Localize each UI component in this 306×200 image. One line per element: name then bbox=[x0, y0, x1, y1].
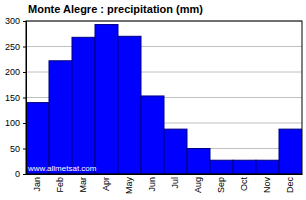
y-tick-label: 300 bbox=[5, 16, 20, 26]
y-tick-mark bbox=[23, 98, 26, 99]
y-tick-label: 200 bbox=[5, 67, 20, 77]
y-tick: 300 bbox=[5, 16, 26, 26]
chart: 0 50 100 150 200 250 300 Jan Feb Mar Apr May Jun Jul A… bbox=[0, 0, 306, 200]
x-tick-label: Jul bbox=[170, 177, 180, 189]
y-tick-mark bbox=[23, 174, 26, 175]
x-tick-label: Jun bbox=[147, 177, 157, 192]
y-tick-label: 0 bbox=[15, 169, 20, 179]
y-axis-line bbox=[23, 22, 27, 175]
bar bbox=[164, 129, 187, 174]
x-tick: Nov bbox=[262, 177, 272, 194]
y-tick: 50 bbox=[10, 144, 26, 154]
y-tick-label: 250 bbox=[5, 42, 20, 52]
y-tick-label: 50 bbox=[10, 144, 20, 154]
y-tick-mark bbox=[23, 21, 26, 22]
x-tick: Jun bbox=[147, 177, 157, 192]
y-tick-mark bbox=[23, 149, 26, 150]
y-tick: 0 bbox=[15, 169, 26, 179]
bars bbox=[26, 25, 302, 174]
y-tick: 150 bbox=[5, 93, 26, 103]
bar bbox=[210, 160, 233, 174]
x-tick: Dec bbox=[285, 177, 295, 194]
grid bbox=[26, 21, 302, 174]
y-tick: 250 bbox=[5, 42, 26, 52]
x-tick-label: Aug bbox=[193, 177, 203, 193]
y-tick-label: 100 bbox=[5, 118, 20, 128]
x-tick: Apr bbox=[101, 177, 111, 191]
y-axis: 0 50 100 150 200 250 300 bbox=[5, 16, 27, 179]
bar bbox=[72, 37, 95, 174]
x-tick-label: Sep bbox=[216, 177, 226, 193]
plot-frame bbox=[26, 21, 302, 174]
bar bbox=[187, 149, 210, 175]
grid-line bbox=[26, 46, 302, 47]
x-tick-label: Dec bbox=[285, 177, 295, 194]
y-tick: 100 bbox=[5, 118, 26, 128]
x-axis: Jan Feb Mar Apr May Jun Jul Aug Sep Oct Nov Dec bbox=[27, 175, 303, 195]
y-tick-mark bbox=[23, 72, 26, 73]
x-tick-label: Mar bbox=[78, 177, 88, 193]
x-tick: Sep bbox=[216, 177, 226, 193]
bar bbox=[256, 160, 279, 174]
x-tick: May bbox=[124, 177, 134, 195]
x-tick: Jul bbox=[170, 177, 180, 189]
bar bbox=[49, 61, 72, 174]
x-tick-label: Apr bbox=[101, 177, 111, 191]
x-tick-label: Nov bbox=[262, 177, 272, 194]
x-tick: Jan bbox=[32, 177, 42, 192]
x-tick-label: Jan bbox=[32, 177, 42, 192]
bar bbox=[279, 129, 302, 174]
x-tick-label: Oct bbox=[239, 177, 249, 192]
x-axis-line bbox=[27, 174, 303, 175]
x-tick-label: Feb bbox=[55, 177, 65, 193]
y-tick: 200 bbox=[5, 67, 26, 77]
x-tick: Aug bbox=[193, 177, 203, 193]
y-tick-mark bbox=[23, 123, 26, 124]
plot: 0 50 100 150 200 250 300 Jan Feb Mar Apr May Jun Jul A… bbox=[5, 16, 303, 194]
bar bbox=[141, 96, 164, 174]
x-tick: Mar bbox=[78, 177, 88, 193]
bar bbox=[233, 160, 256, 174]
watermark: www.allmetsat.com bbox=[27, 164, 97, 173]
x-tick-label: May bbox=[124, 177, 134, 195]
y-tick-label: 150 bbox=[5, 93, 20, 103]
title: Monte Alegre : precipitation (mm) bbox=[28, 3, 203, 15]
x-tick: Oct bbox=[239, 177, 249, 192]
bar bbox=[95, 25, 118, 174]
x-tick: Feb bbox=[55, 177, 65, 193]
y-tick-mark bbox=[23, 47, 26, 48]
bar bbox=[118, 36, 141, 174]
